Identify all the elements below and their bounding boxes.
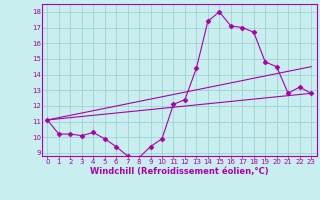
X-axis label: Windchill (Refroidissement éolien,°C): Windchill (Refroidissement éolien,°C) [90, 167, 268, 176]
